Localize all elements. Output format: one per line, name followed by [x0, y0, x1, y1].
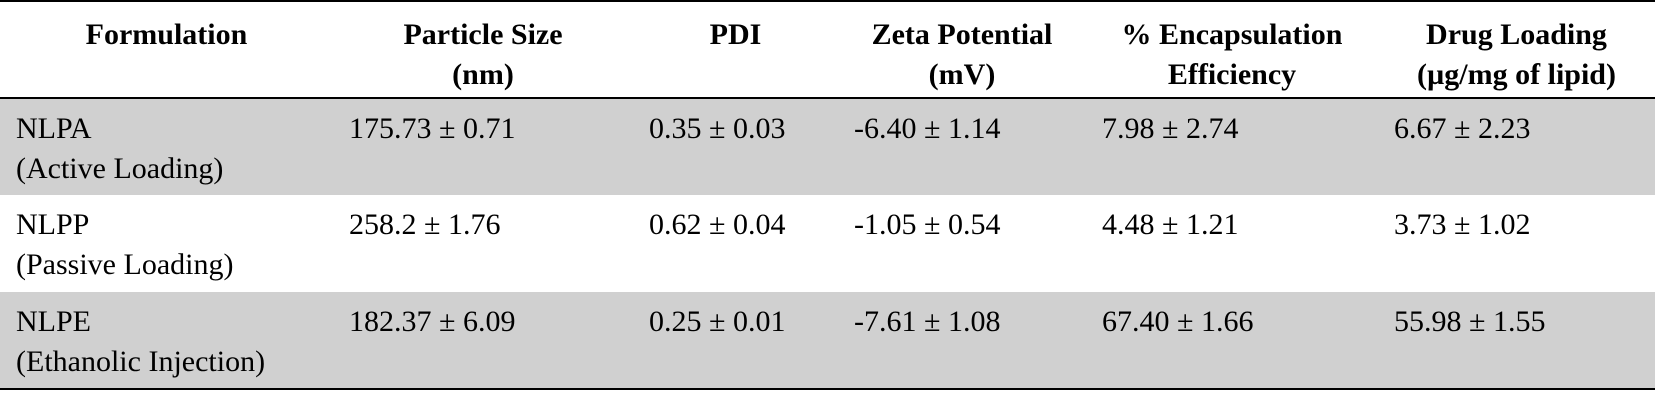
table-row: NLPE (Ethanolic Injection) 182.37 ± 6.09… — [0, 292, 1655, 390]
cell-encapsulation-efficiency: 67.40 ± 1.66 — [1086, 292, 1378, 390]
cell-encapsulation-efficiency: 4.48 ± 1.21 — [1102, 208, 1239, 241]
cell-drug-loading: 3.73 ± 1.02 — [1394, 208, 1531, 241]
formulation-table-container: Formulation Particle Size (nm) PDI Zeta … — [0, 0, 1655, 390]
cell-particle-size: 175.73 ± 0.71 — [333, 98, 633, 195]
cell-particle-size: 182.37 ± 6.09 — [333, 292, 633, 390]
header-pdi: PDI — [633, 0, 838, 99]
formulation-characterization-table: Formulation Particle Size (nm) PDI Zeta … — [0, 0, 1655, 390]
table-body: NLPA (Active Loading) 175.73 ± 0.71 0.35… — [0, 98, 1655, 390]
header-drug-loading: Drug Loading (µg/mg of lipid) — [1378, 0, 1655, 99]
cell-formulation: NLPE (Ethanolic Injection) — [0, 292, 333, 390]
cell-zeta-potential: -1.05 ± 0.54 — [854, 208, 1001, 241]
header-formulation: Formulation — [0, 0, 333, 99]
table-row: NLPP (Passive Loading) 258.2 ± 1.76 0.62… — [0, 195, 1655, 292]
header-zeta-potential: Zeta Potential (mV) — [838, 0, 1086, 99]
header-encapsulation-efficiency: % Encapsulation Efficiency — [1086, 0, 1378, 99]
cell-drug-loading: 6.67 ± 2.23 — [1378, 98, 1655, 195]
cell-encapsulation-efficiency: 7.98 ± 2.74 — [1086, 98, 1378, 195]
table-header: Formulation Particle Size (nm) PDI Zeta … — [0, 0, 1655, 99]
cell-drug-loading: 55.98 ± 1.55 — [1378, 292, 1655, 390]
cell-pdi: 0.25 ± 0.01 — [633, 292, 838, 390]
header-row: Formulation Particle Size (nm) PDI Zeta … — [0, 0, 1655, 99]
cell-pdi: 0.62 ± 0.04 — [649, 208, 786, 241]
cell-formulation: NLPA (Active Loading) — [0, 98, 333, 195]
header-particle-size: Particle Size (nm) — [333, 0, 633, 99]
cell-zeta-potential: -7.61 ± 1.08 — [838, 292, 1086, 390]
cell-zeta-potential: -6.40 ± 1.14 — [838, 98, 1086, 195]
cell-formulation: NLPP (Passive Loading) — [16, 208, 234, 281]
cell-particle-size: 258.2 ± 1.76 — [349, 208, 501, 241]
table-row: NLPA (Active Loading) 175.73 ± 0.71 0.35… — [0, 98, 1655, 195]
cell-pdi: 0.35 ± 0.03 — [633, 98, 838, 195]
